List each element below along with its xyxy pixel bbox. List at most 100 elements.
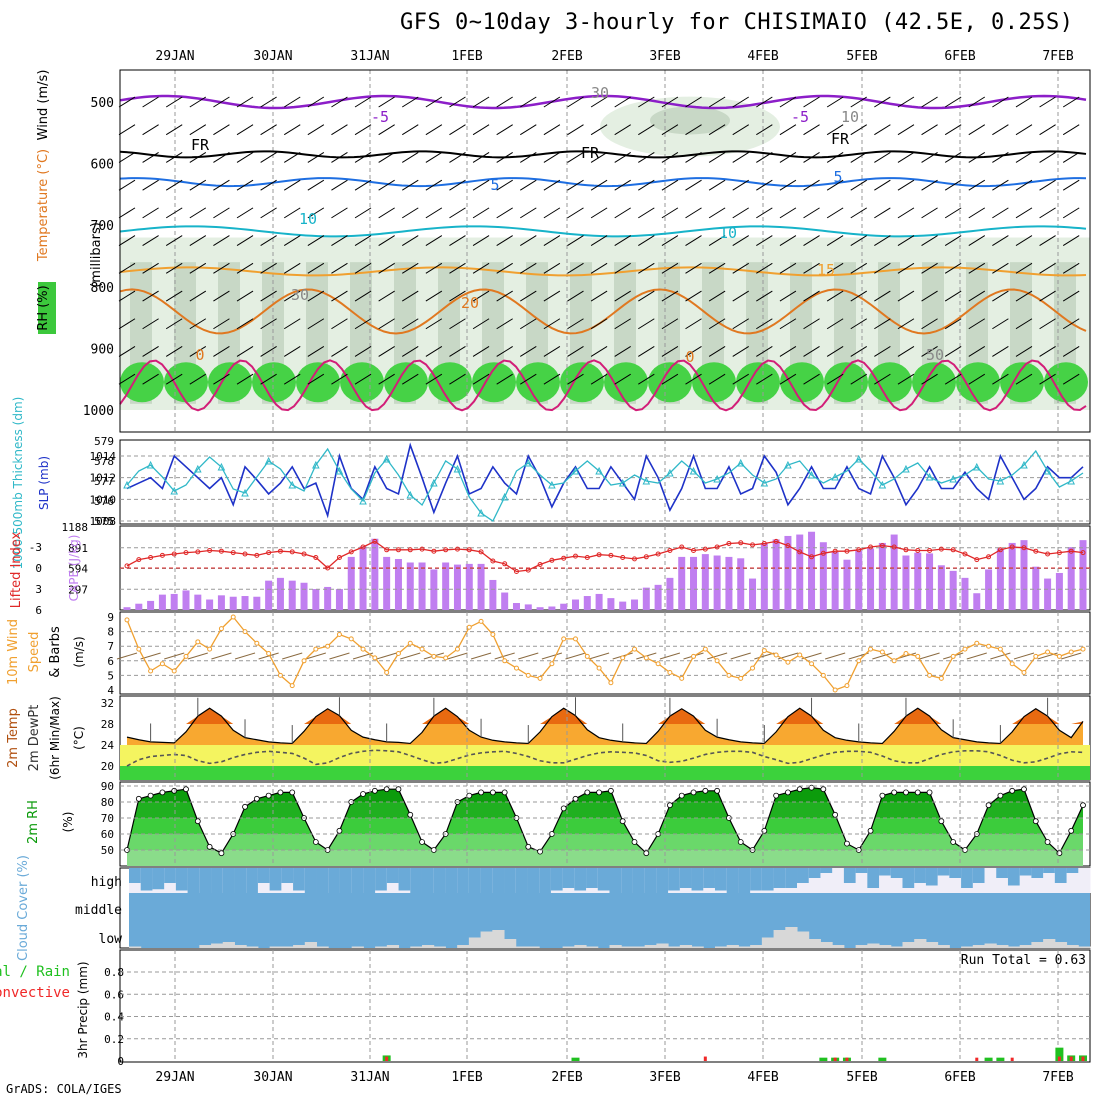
slp-tick: 1010 bbox=[90, 493, 117, 506]
date-label-top: 30JAN bbox=[253, 49, 292, 64]
precip-conv-bar bbox=[845, 1057, 849, 1061]
cloud-high-bar bbox=[140, 868, 153, 891]
li-marker bbox=[903, 547, 909, 553]
wind-barb bbox=[401, 346, 419, 357]
wind-barb bbox=[378, 262, 395, 274]
rh-shade-90 bbox=[472, 362, 516, 403]
wind-barb bbox=[283, 235, 301, 247]
rh-marker bbox=[242, 803, 248, 810]
rh-marker bbox=[773, 792, 780, 799]
rh-tick: 60 bbox=[101, 828, 114, 841]
cloud-low-bar bbox=[1054, 942, 1068, 948]
cloud-low-bar bbox=[199, 945, 212, 948]
wind-barb bbox=[142, 207, 159, 219]
li-marker bbox=[986, 554, 992, 560]
thickness-label: 1000-500mb Thickness (dm) bbox=[11, 397, 25, 570]
wind-marker bbox=[325, 643, 331, 649]
cloud-high-bar bbox=[316, 868, 329, 893]
wind-barb bbox=[826, 346, 844, 357]
cloud-low-bar bbox=[726, 945, 739, 948]
temp-band-green bbox=[120, 766, 1090, 780]
wind-marker bbox=[596, 665, 602, 671]
wind-barb bbox=[496, 290, 513, 302]
cape-bar bbox=[123, 607, 131, 610]
cloud-high-bar bbox=[1007, 868, 1021, 886]
wind-barb bbox=[283, 96, 301, 108]
wind-barb-10m bbox=[494, 652, 515, 660]
cloud-high-bar bbox=[961, 868, 974, 888]
contour-label: -5 bbox=[371, 108, 389, 126]
wind-barb bbox=[331, 318, 348, 330]
wind-barb bbox=[685, 124, 702, 136]
slp-tick: 1014 bbox=[90, 450, 117, 463]
wind-barb bbox=[189, 207, 207, 219]
contour-label: FR bbox=[191, 136, 210, 154]
wind-marker bbox=[962, 646, 968, 652]
li-marker bbox=[478, 549, 484, 555]
cape-bar bbox=[512, 603, 520, 610]
wind-barb bbox=[921, 96, 938, 108]
wind-barb bbox=[685, 179, 702, 191]
cape-bar bbox=[961, 577, 969, 610]
cloud-low-bar bbox=[480, 931, 493, 948]
li-marker bbox=[691, 548, 697, 553]
cloud-low-bar bbox=[527, 946, 540, 948]
cloud-level-low: low bbox=[99, 932, 123, 947]
contour-label: 10 bbox=[719, 224, 737, 242]
cloud-low-bar bbox=[468, 937, 482, 948]
wind-barb bbox=[401, 179, 419, 191]
wind-barb bbox=[850, 318, 868, 330]
wind-barb bbox=[496, 96, 513, 108]
cape-bar bbox=[1067, 547, 1075, 610]
cloud-low-bar bbox=[1019, 945, 1032, 948]
slp-tick: 1012 bbox=[90, 472, 117, 485]
wind-marker bbox=[1033, 653, 1039, 659]
contour-label: -5 bbox=[791, 108, 809, 126]
wind-barb bbox=[874, 346, 891, 357]
wind-label-a: 10m Wind bbox=[6, 619, 21, 685]
cloud-high-bar bbox=[527, 868, 540, 893]
pressure-tick: 600 bbox=[91, 158, 114, 173]
wind-barb bbox=[236, 290, 254, 302]
li-marker bbox=[856, 547, 862, 553]
cape-bar bbox=[583, 596, 591, 610]
thickness-marker bbox=[831, 472, 839, 481]
precip-tick: 0 bbox=[117, 1055, 124, 1068]
wind-barb bbox=[921, 235, 938, 247]
wind-barb bbox=[638, 124, 655, 136]
cloud-low-bar bbox=[421, 945, 435, 948]
li-marker bbox=[679, 544, 685, 550]
wind-barb bbox=[520, 290, 537, 302]
li-marker bbox=[596, 552, 602, 558]
wind-barb bbox=[590, 124, 608, 136]
wind-barb bbox=[826, 207, 844, 219]
li-marker bbox=[1068, 548, 1074, 554]
rh-marker bbox=[619, 818, 626, 825]
wind-barb bbox=[850, 152, 868, 163]
cloud-high-bar bbox=[937, 868, 950, 876]
wind-barb bbox=[897, 373, 915, 385]
date-label-bottom: 4FEB bbox=[747, 1070, 778, 1085]
wind-barb bbox=[543, 179, 561, 191]
wind-barb bbox=[472, 373, 490, 385]
precip-tick: 0.8 bbox=[104, 966, 124, 979]
wind-barb bbox=[118, 152, 136, 163]
cloud-low-bar bbox=[914, 939, 927, 948]
wind-barb bbox=[213, 346, 230, 357]
li-marker bbox=[620, 555, 626, 560]
wind-barb bbox=[685, 346, 702, 357]
cloud-high-bar bbox=[656, 868, 669, 893]
temp-contour-minus5 bbox=[119, 94, 1087, 110]
wind-barb bbox=[590, 373, 608, 385]
thickness-marker bbox=[996, 476, 1005, 485]
cloud-high-bar bbox=[703, 868, 716, 888]
wind-barb bbox=[567, 346, 584, 357]
wind-barb bbox=[543, 124, 561, 136]
wind-barb bbox=[378, 235, 395, 247]
cape-bar bbox=[760, 542, 768, 610]
wind-marker bbox=[242, 629, 248, 635]
cloud-low-bar bbox=[410, 946, 423, 948]
wind-barb bbox=[944, 179, 962, 191]
li-marker bbox=[702, 546, 708, 552]
wind-barb bbox=[378, 290, 395, 302]
